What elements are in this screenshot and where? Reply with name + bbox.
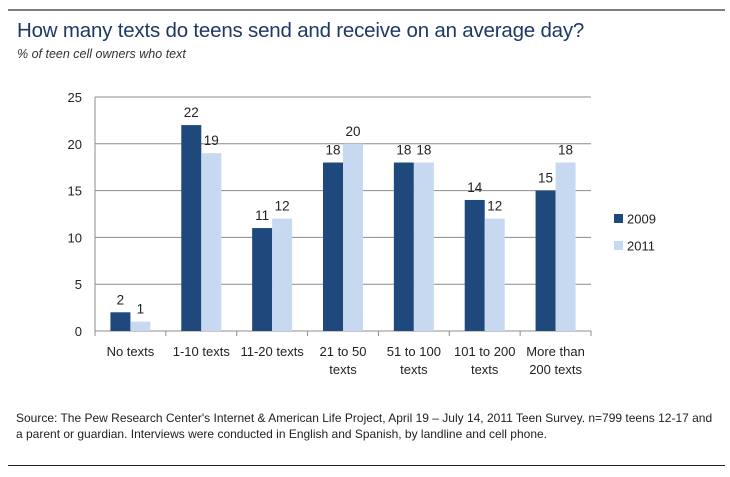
data-label-2009: 18 [396, 143, 411, 158]
source-note: Source: The Pew Research Center's Intern… [16, 411, 713, 441]
x-tick-label: 51 to 100 [387, 344, 441, 359]
x-tick-label: 11-20 texts [240, 344, 304, 359]
y-tick-label: 25 [68, 90, 82, 105]
legend-label-2009: 2009 [627, 212, 656, 227]
y-tick-label: 15 [68, 184, 82, 199]
legend-swatch-2009 [614, 214, 623, 223]
bar-2009 [181, 125, 202, 331]
x-tick-label: 200 texts [529, 362, 582, 377]
x-tick-label: No texts [107, 344, 155, 359]
bar-2011 [343, 143, 363, 331]
bottom-rule [8, 465, 725, 466]
bar-2009 [323, 162, 343, 331]
chart-title: How many texts do teens send and receive… [17, 19, 585, 42]
x-tick-label: texts [400, 362, 428, 377]
y-tick-label: 0 [75, 324, 82, 339]
y-tick-label: 10 [68, 230, 82, 245]
data-label-2011: 18 [558, 143, 573, 158]
data-labels: 21 22 19 11 12 18 20 18 18 14 12 15 18 [117, 105, 573, 317]
data-label-2009: 22 [184, 105, 199, 120]
bar-2011 [201, 153, 222, 331]
data-label-2011: 18 [416, 143, 431, 158]
x-tick-label: texts [329, 362, 357, 377]
bar-2009 [393, 162, 414, 331]
data-label-2009: 15 [538, 171, 553, 186]
bar-2011 [130, 321, 151, 331]
x-tick-label: texts [471, 362, 499, 377]
legend: 2009 2011 [614, 212, 656, 254]
y-tick-label: 5 [75, 277, 82, 292]
legend-swatch-2011 [614, 241, 623, 250]
x-tick-label: 101 to 200 [454, 344, 515, 359]
x-tick-label: 21 to 50 [320, 344, 367, 359]
y-tick-labels: 0 5 10 15 20 25 [68, 90, 82, 339]
bar-2011 [555, 162, 576, 331]
legend-label-2011: 2011 [627, 239, 655, 254]
data-label-2011: 12 [487, 199, 502, 214]
data-label-2009: 11 [255, 208, 269, 223]
x-tick-labels: No texts 1-10 texts 11-20 texts 21 to 50 tex… [107, 344, 585, 377]
chart-subtitle: % of teen cell owners who text [17, 47, 186, 61]
bar-2009 [535, 190, 556, 331]
data-label-2009: 14 [467, 180, 483, 195]
y-tick-label: 20 [68, 137, 82, 152]
data-label-2011: 19 [204, 133, 219, 148]
bar-2009 [464, 199, 485, 331]
data-label-2009: 18 [325, 143, 340, 158]
bar-2011 [413, 162, 434, 331]
data-label-2009: 2 [117, 292, 125, 307]
bars [110, 125, 576, 331]
data-label-2011: 12 [275, 199, 290, 214]
bar-2009 [110, 312, 131, 331]
data-label-2011: 1 [137, 302, 145, 317]
x-tick-label: More than [526, 344, 585, 359]
x-tick-label: 1-10 texts [173, 344, 231, 359]
bar-2011 [272, 218, 293, 331]
top-rule [8, 9, 725, 11]
bar-2011 [484, 218, 505, 331]
data-label-2011: 20 [345, 124, 360, 139]
bar-2009 [252, 228, 273, 331]
